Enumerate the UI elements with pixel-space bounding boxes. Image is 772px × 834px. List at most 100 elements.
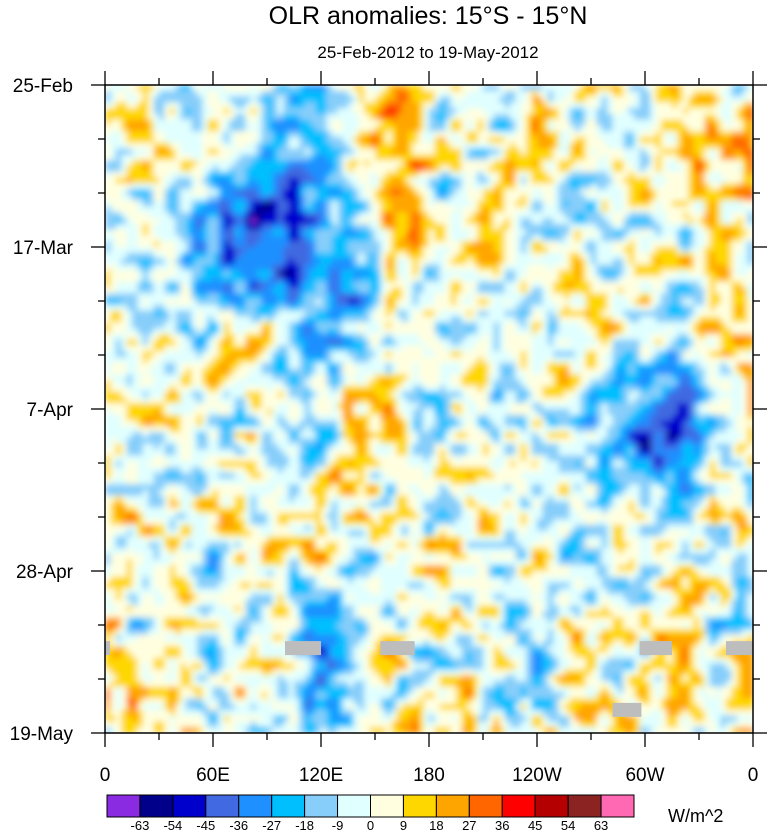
heatmap-cell <box>218 160 225 167</box>
heatmap-cell <box>520 96 527 104</box>
heatmap-cell <box>612 125 619 133</box>
heatmap-cell <box>342 258 349 266</box>
heatmap-cell <box>137 102 144 109</box>
heatmap-cell <box>223 264 230 271</box>
heatmap-cell <box>240 125 247 133</box>
heatmap-cell <box>677 304 684 312</box>
heatmap-cell <box>369 166 376 173</box>
heatmap-cell <box>434 154 441 162</box>
heatmap-cell <box>688 299 695 306</box>
heatmap-cell <box>250 200 257 208</box>
heatmap-cell <box>121 166 128 173</box>
heatmap-cell <box>531 166 538 173</box>
heatmap-cell <box>547 235 554 243</box>
heatmap-cell <box>245 148 252 156</box>
heatmap-cell <box>736 235 743 243</box>
heatmap-cell <box>574 108 581 115</box>
heatmap-cell <box>639 247 646 254</box>
heatmap-cell <box>407 183 414 190</box>
heatmap-cell <box>186 85 193 92</box>
heatmap-cell <box>223 148 230 156</box>
heatmap-cell <box>429 102 436 109</box>
heatmap-cell <box>261 85 268 92</box>
heatmap-cell <box>105 85 112 92</box>
heatmap-cell <box>283 183 290 190</box>
heatmap-cell <box>726 90 733 98</box>
heatmap-cell <box>493 189 500 196</box>
heatmap-cell <box>537 131 544 138</box>
heatmap-cell <box>520 177 527 185</box>
heatmap-cell <box>726 194 733 202</box>
heatmap-cell <box>348 247 355 254</box>
heatmap-cell <box>628 96 635 104</box>
heatmap-cell <box>148 200 155 208</box>
heatmap-cell <box>277 177 284 185</box>
heatmap-cell <box>380 142 387 150</box>
heatmap-cell <box>105 102 112 109</box>
heatmap-cell <box>218 119 225 127</box>
heatmap-cell <box>267 223 274 231</box>
heatmap-cell <box>159 194 166 202</box>
heatmap-cell <box>731 299 738 306</box>
heatmap-cell <box>693 166 700 173</box>
heatmap-cell <box>245 275 252 283</box>
heatmap-cell <box>461 212 468 219</box>
heatmap-cell <box>429 154 436 162</box>
heatmap-cell <box>218 177 225 185</box>
heatmap-cell <box>693 160 700 167</box>
heatmap-cell <box>153 247 160 254</box>
heatmap-cell <box>267 229 274 237</box>
heatmap-cell <box>331 247 338 254</box>
heatmap-cell <box>250 316 257 324</box>
heatmap-cell <box>558 108 565 115</box>
heatmap-cell <box>666 183 673 190</box>
heatmap-cell <box>153 316 160 324</box>
heatmap-cell <box>364 183 371 190</box>
heatmap-cell <box>596 125 603 133</box>
heatmap-cell <box>445 160 452 167</box>
heatmap-cell <box>250 299 257 306</box>
heatmap-cell <box>515 90 522 98</box>
heatmap-cell <box>504 171 511 179</box>
heatmap-cell <box>504 258 511 266</box>
heatmap-cell <box>196 322 203 329</box>
heatmap-cell <box>213 287 220 295</box>
heatmap-cell <box>223 235 230 243</box>
heatmap-cell <box>510 212 517 219</box>
heatmap-cell <box>423 200 430 208</box>
heatmap-cell <box>472 160 479 167</box>
heatmap-cell <box>531 247 538 254</box>
heatmap-cell <box>726 275 733 283</box>
heatmap-cell <box>672 166 679 173</box>
heatmap-cell <box>191 247 198 254</box>
heatmap-cell <box>672 287 679 295</box>
heatmap-cell <box>704 287 711 295</box>
heatmap-cell <box>342 131 349 138</box>
heatmap-cell <box>115 270 122 277</box>
heatmap-cell <box>202 322 209 329</box>
heatmap-cell <box>375 264 382 271</box>
heatmap-cell <box>510 183 517 190</box>
heatmap-cell <box>304 275 311 283</box>
heatmap-cell <box>250 131 257 138</box>
heatmap-cell <box>153 154 160 162</box>
heatmap-cell <box>526 137 533 144</box>
heatmap-cell <box>715 137 722 144</box>
heatmap-cell <box>169 160 176 167</box>
heatmap-cell <box>310 96 317 104</box>
heatmap-cell <box>202 316 209 324</box>
heatmap-cell <box>596 108 603 115</box>
heatmap-cell <box>358 258 365 266</box>
heatmap-cell <box>564 275 571 283</box>
heatmap-cell <box>331 275 338 283</box>
heatmap-cell <box>423 194 430 202</box>
heatmap-cell <box>747 275 753 283</box>
heatmap-cell <box>121 160 128 167</box>
heatmap-cell <box>493 299 500 306</box>
heatmap-cell <box>418 316 425 324</box>
heatmap-cell <box>747 125 753 133</box>
heatmap-cell <box>569 270 576 277</box>
heatmap-cell <box>477 131 484 138</box>
heatmap-cell <box>121 235 128 243</box>
heatmap-cell <box>650 154 657 162</box>
